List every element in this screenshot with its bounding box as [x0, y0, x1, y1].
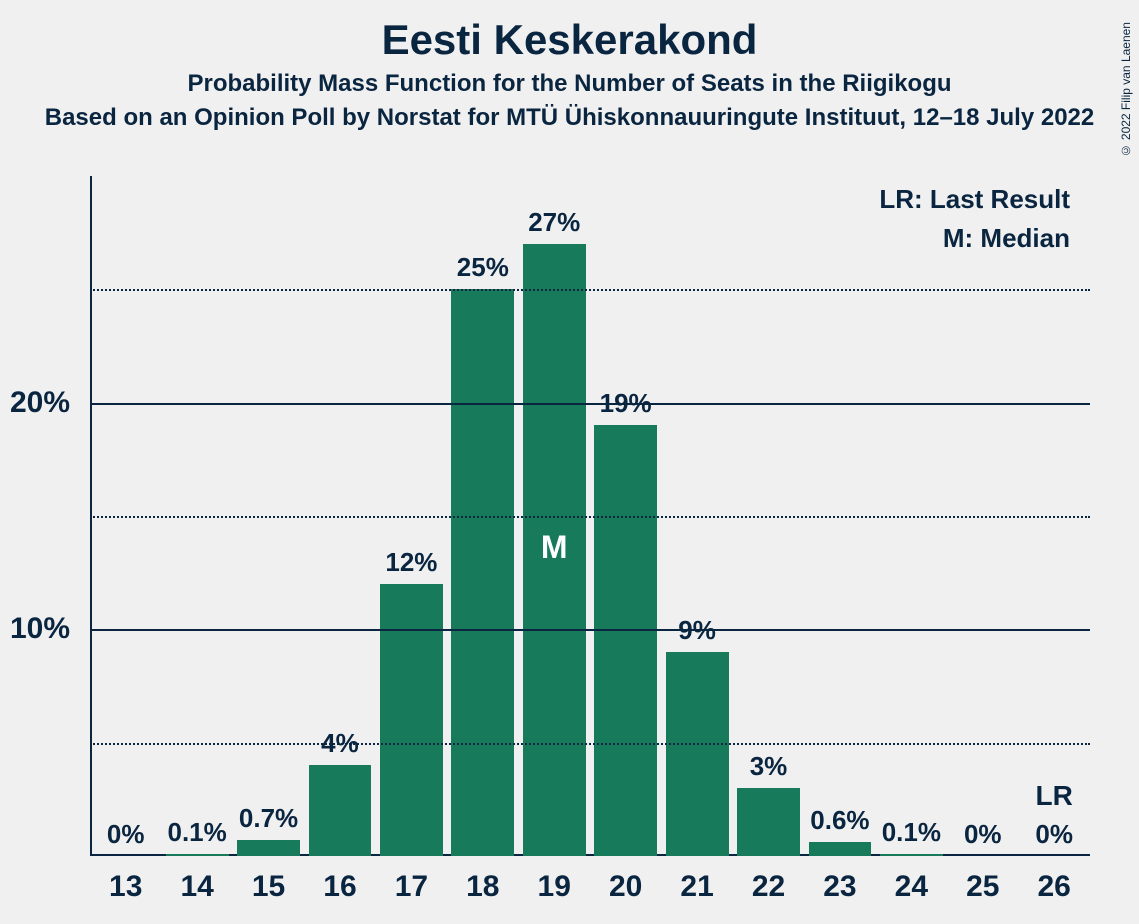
x-tick-label: 16: [323, 870, 356, 904]
y-tick-label: 20%: [10, 386, 80, 420]
gridline-minor: [90, 289, 1090, 291]
bar-value-label: 0.7%: [239, 803, 298, 834]
bar: [451, 289, 514, 856]
bar-value-label: 27%: [528, 207, 580, 238]
median-marker: M: [541, 529, 568, 566]
bar: [380, 584, 443, 856]
last-result-marker: LR: [1036, 780, 1073, 812]
x-tick-label: 15: [252, 870, 285, 904]
bar-value-label: 0%: [1035, 819, 1073, 850]
x-tick-label: 22: [752, 870, 785, 904]
x-tick-label: 19: [538, 870, 571, 904]
bar-value-label: 12%: [385, 547, 437, 578]
bar: [809, 842, 872, 856]
bar: [880, 854, 943, 856]
x-tick-label: 13: [109, 870, 142, 904]
bar-value-label: 0.6%: [810, 805, 869, 836]
bar-value-label: 0%: [107, 819, 145, 850]
bar: [237, 840, 300, 856]
bar-value-label: 0.1%: [167, 817, 226, 848]
x-tick-label: 23: [823, 870, 856, 904]
gridline-minor: [90, 743, 1090, 745]
chart-source-line: Based on an Opinion Poll by Norstat for …: [0, 104, 1139, 132]
gridline-major: [90, 629, 1090, 631]
chart-plot-area: LR: Last Result M: Median 0%130.1%140.7%…: [90, 176, 1120, 856]
bar: [166, 854, 229, 856]
y-tick-label: 10%: [10, 612, 80, 646]
gridline-major: [90, 403, 1090, 405]
bar: [309, 765, 372, 856]
chart-subtitle: Probability Mass Function for the Number…: [0, 70, 1139, 98]
chart-title: Eesti Keskerakond: [0, 16, 1139, 64]
bar-value-label: 0%: [964, 819, 1002, 850]
x-tick-label: 21: [680, 870, 713, 904]
bar-value-label: 25%: [457, 252, 509, 283]
x-tick-label: 17: [395, 870, 428, 904]
bar: [737, 788, 800, 856]
bar: [666, 652, 729, 856]
bar: [594, 425, 657, 856]
copyright-notice: © 2022 Filip van Laenen: [1119, 22, 1133, 157]
x-tick-label: 14: [180, 870, 213, 904]
x-tick-label: 25: [966, 870, 999, 904]
x-tick-label: 20: [609, 870, 642, 904]
x-tick-label: 26: [1038, 870, 1071, 904]
x-tick-label: 18: [466, 870, 499, 904]
x-tick-label: 24: [895, 870, 928, 904]
bar-value-label: 0.1%: [882, 817, 941, 848]
gridline-minor: [90, 516, 1090, 518]
bar-value-label: 3%: [750, 751, 788, 782]
